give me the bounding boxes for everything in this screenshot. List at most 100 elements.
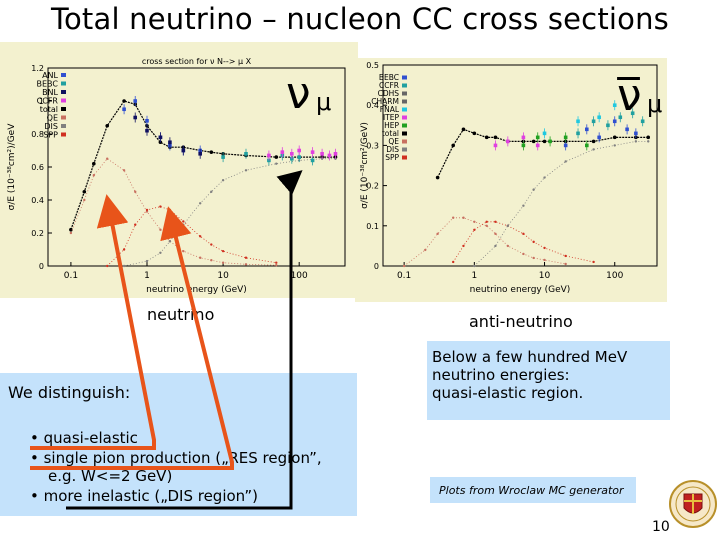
legend-swatch [61,132,66,137]
point-qe [210,259,213,262]
bullet-quasi-elastic: • quasi-elastic [30,429,138,447]
x-tick-label: 10 [539,271,551,281]
point-dis [159,251,162,254]
legend-label: FNAL [380,105,400,114]
point-total [105,123,110,128]
region-note-line-3: quasi-elastic region. [432,384,584,402]
x-axis-label: neutrino energy (GeV) [470,285,571,295]
point-bnl [133,115,138,120]
point-qe [462,216,465,219]
point-dis [473,264,476,268]
legend-swatch [402,139,407,144]
legend-label: CCFR [379,81,399,90]
point-dis [198,202,202,205]
series-line-qe [70,158,277,266]
point-total [122,99,126,103]
point-qe [532,256,535,260]
point-qe [92,174,96,177]
legend-swatch [61,90,66,94]
point-itep [506,139,510,144]
x-tick-label: 100 [606,271,623,281]
point-bebc [634,131,638,136]
y-tick-label: 0.2 [31,229,44,238]
point-spp [198,235,202,238]
distinguish-heading: We distinguish: [8,383,131,402]
point-dis [244,169,248,172]
point-dis [182,223,185,226]
point-dis [210,190,213,193]
legend-label: CHARM [371,97,399,106]
point-bnl [145,128,149,133]
point-spp [145,208,149,212]
point-dis [145,259,149,263]
point-bebc [612,119,617,124]
series-line-dis [474,141,649,267]
point-ccfr [297,148,301,153]
point-dis [613,144,616,147]
point-qe [69,231,73,235]
legend-swatch [402,115,407,120]
point-qe [198,256,202,259]
point-total [472,131,477,136]
legend-label: BEBC [37,80,59,89]
point-fnal [542,131,547,136]
legend-label: SPP [43,131,58,140]
point-qe [473,220,476,223]
point-bnl [181,148,186,153]
point-spp [168,208,172,212]
point-ccfr [267,153,271,158]
y-tick-label: 1 [39,97,44,106]
point-ihep [563,135,568,140]
x-tick-label: 1 [144,271,150,281]
legend-swatch [402,75,407,80]
legend-swatch [402,99,407,104]
point-total [542,139,547,144]
legend-label: BEBC [379,73,399,82]
point-qe [122,169,126,172]
series-line-total [70,100,336,230]
point-total [92,161,96,166]
legend-swatch [61,115,66,120]
antineutrino-cross-section-chart: 0.1 1 10 100 0 0.1 0.2 0.3 0.4 0.5 neutrino energy… [360,61,662,295]
point-anl [133,99,138,103]
point-spp [221,249,225,253]
point-ccfr [310,150,315,154]
point-total [82,189,87,194]
legend-swatch [402,155,407,160]
point-qe [543,258,546,262]
legend-label: CCFR [37,97,59,106]
point-spp [473,228,476,232]
region-note-line-2: neutrino energies: [432,366,570,384]
legend-swatch [61,124,66,128]
point-itep [535,143,540,148]
point-spp [210,243,213,246]
point-total [209,150,214,154]
point-ccfr [640,119,645,124]
point-bnl [198,152,202,156]
point-qe [452,216,455,219]
legend-swatch [402,147,407,152]
legend-label: BNL [42,88,58,97]
point-dis [634,140,638,143]
point-dis [506,224,510,227]
point-dis [592,148,595,151]
point-total [612,135,617,140]
series-line-spp [452,221,594,263]
x-tick-label: 0.1 [64,271,78,281]
point-ihep [584,143,589,148]
x-tick-label: 1 [471,271,477,281]
y-tick-label: 0.6 [31,163,44,172]
point-qe [106,157,109,160]
point-total [435,175,440,180]
caption-neutrino: neutrino [147,305,215,324]
point-dis [494,244,497,248]
neutrino-plot-panel: cross section for ν N--> μ X 0.1 1 10 100 0 0.… [0,42,358,298]
point-bebc [597,135,601,140]
point-ccfr [618,115,623,120]
region-note-box [427,341,670,420]
point-dis [532,188,535,191]
point-bebc [310,158,315,163]
legend-swatch [402,83,407,88]
point-anl [122,107,126,112]
legend-label: DIS [386,145,399,154]
